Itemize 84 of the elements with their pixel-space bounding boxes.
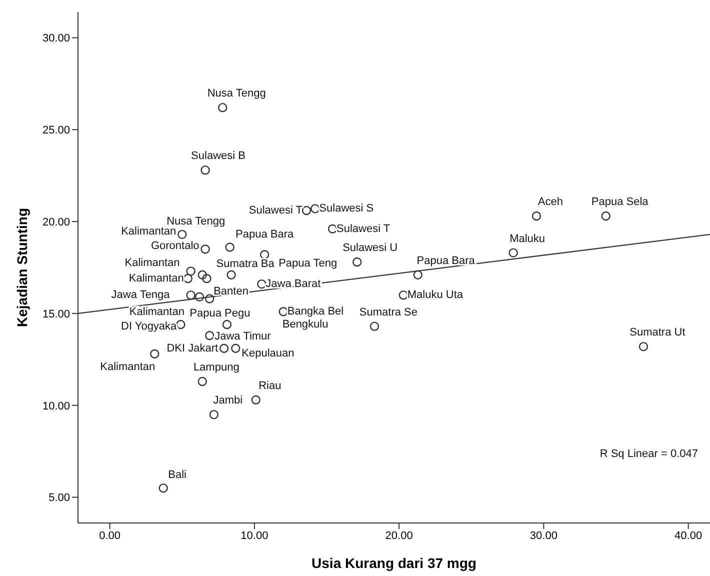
annotation: Bali	[168, 469, 186, 482]
point	[200, 165, 210, 175]
annotation: Papua Bara	[416, 254, 476, 267]
annotation: Bangka Bel	[287, 306, 344, 318]
annotation: R Sq Linear = 0.047	[600, 448, 698, 460]
point	[370, 322, 380, 331]
annotation: Jawa Tenga	[111, 289, 171, 302]
point	[260, 250, 270, 260]
annotation: Kalimantan	[129, 306, 184, 318]
annotation: Sumatra Se	[359, 306, 418, 318]
annotation: Gorontalo	[150, 240, 200, 252]
y-tick-label: 25.00	[42, 124, 70, 137]
annotation: Nusa Tengg	[207, 88, 266, 100]
point	[352, 257, 362, 267]
annotation: Papua Pegu	[190, 307, 250, 320]
annotation: Sumatra Ba	[216, 258, 276, 270]
annotation: Kalimantan	[124, 257, 180, 270]
point	[219, 344, 229, 353]
y-axis-title: Kejadian Stunting	[14, 208, 30, 327]
point	[209, 410, 219, 420]
annotation: Sumatra Ut	[630, 326, 686, 339]
point	[310, 204, 320, 214]
annotation: Papua Teng	[278, 258, 338, 270]
point	[176, 320, 186, 330]
x-axis-title: Usia Kurang dari 37 mgg	[312, 555, 476, 571]
point	[638, 342, 648, 352]
annotation: Jawa Timur	[214, 330, 272, 343]
annotation: Papua Bara	[236, 228, 294, 241]
annotation: Papua Sela	[591, 196, 650, 208]
point	[601, 211, 610, 221]
point	[183, 274, 193, 284]
y-tick-label: 10.00	[42, 400, 70, 412]
y-tick-label: 5.00	[48, 492, 70, 504]
point	[186, 266, 196, 276]
point	[150, 349, 160, 358]
annotation: Lampung	[193, 361, 240, 374]
annotation: Kalimantan	[121, 225, 176, 238]
annotation: Bengkulu	[282, 318, 328, 331]
annotation: Jambi	[213, 394, 243, 407]
y-tick-label: 30.00	[42, 32, 70, 45]
point	[231, 344, 240, 353]
annotation: Kepulauan	[242, 347, 294, 360]
point	[202, 274, 212, 284]
x-tick-label: 20.00	[385, 530, 413, 542]
x-tick-label: 0.00	[99, 530, 121, 542]
point	[218, 102, 228, 112]
x-tick-label: 10.00	[240, 530, 268, 542]
annotation: Kalimantan	[128, 272, 184, 285]
annotation: Kalimantan	[100, 360, 156, 373]
annotation: Maluku Uta	[407, 289, 464, 302]
point	[200, 244, 210, 254]
annotation: Sulawesi B	[191, 150, 246, 162]
y-tick-label: 20.00	[42, 216, 70, 228]
point	[532, 211, 542, 221]
point	[198, 376, 207, 386]
point	[302, 206, 312, 216]
annotation: Sulawesi T	[248, 204, 303, 217]
point	[257, 279, 266, 289]
point	[508, 248, 518, 258]
point	[205, 330, 214, 340]
annotation: Nusa Tengg	[166, 215, 226, 228]
point	[194, 292, 204, 302]
point	[198, 270, 207, 280]
annotation: DI Yogyaka	[121, 320, 178, 332]
x-tick-label: 40.00	[674, 530, 702, 542]
point	[158, 483, 168, 493]
x-tick-label: 30.00	[530, 530, 558, 542]
point	[413, 270, 422, 280]
point	[186, 290, 196, 300]
annotation: Maluku	[510, 232, 546, 245]
y-tick-label: 15.00	[42, 308, 70, 320]
annotation: DKI Jakart	[166, 342, 218, 354]
annotation: Sulawesi T	[336, 222, 390, 235]
point	[251, 395, 260, 404]
point	[328, 224, 338, 234]
point	[225, 242, 234, 252]
annotation: Riau	[258, 380, 282, 392]
point	[205, 294, 214, 304]
annotation: Aceh	[538, 196, 563, 208]
point	[222, 320, 232, 330]
point	[226, 270, 236, 280]
annotation: Sulawesi U	[342, 242, 398, 254]
point	[178, 230, 187, 240]
annotation: Sulawesi S	[319, 202, 374, 215]
